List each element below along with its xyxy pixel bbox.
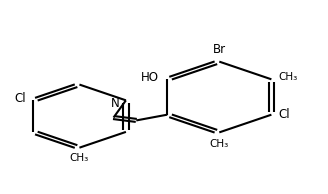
Text: Cl: Cl bbox=[15, 92, 27, 105]
Text: CH₃: CH₃ bbox=[70, 153, 89, 163]
Text: Br: Br bbox=[213, 43, 226, 56]
Text: N: N bbox=[111, 97, 119, 110]
Text: CH₃: CH₃ bbox=[278, 72, 297, 82]
Text: HO: HO bbox=[141, 71, 159, 84]
Text: CH₃: CH₃ bbox=[210, 139, 229, 149]
Text: Cl: Cl bbox=[278, 108, 290, 121]
